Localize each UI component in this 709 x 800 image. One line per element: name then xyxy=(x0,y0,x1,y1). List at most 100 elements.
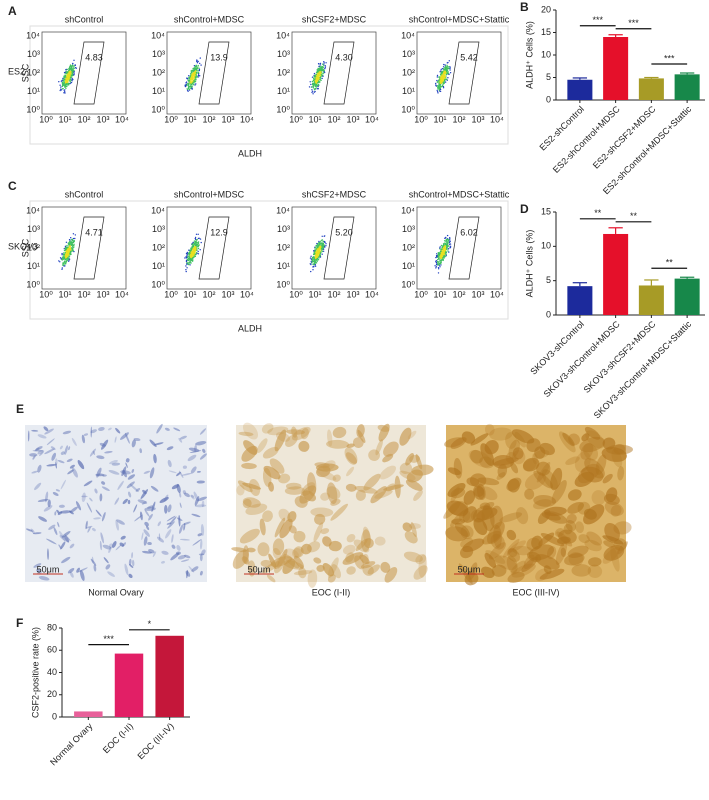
event-dot xyxy=(188,256,191,258)
caption: EOC (I-II) xyxy=(312,587,351,597)
event-dot xyxy=(320,249,322,251)
tissue-texture xyxy=(506,529,517,541)
event-dot xyxy=(312,93,314,95)
event-dot xyxy=(190,254,193,256)
event-dot xyxy=(320,240,322,242)
event-dot xyxy=(324,246,326,248)
event-dot xyxy=(65,85,68,88)
event-dot xyxy=(446,234,449,237)
panel-label: F xyxy=(16,616,23,630)
event-dot xyxy=(189,74,192,77)
tissue-texture xyxy=(133,504,138,513)
event-dot xyxy=(63,252,65,254)
event-dot xyxy=(190,76,193,78)
event-dot xyxy=(319,245,321,247)
tissue-texture xyxy=(384,567,398,583)
tissue-texture xyxy=(313,522,324,542)
y-axis-label: ALDH⁺ Cells (%) xyxy=(524,230,534,298)
event-dot xyxy=(316,79,319,82)
x-tick-label: 10⁰ xyxy=(289,114,303,124)
event-dot xyxy=(70,249,72,251)
tissue-texture xyxy=(157,521,162,527)
x-tick-label: 10² xyxy=(327,114,340,124)
tissue-texture xyxy=(57,511,63,516)
event-dot xyxy=(321,77,323,80)
event-dot xyxy=(317,67,319,70)
tissue-texture xyxy=(307,472,317,496)
event-dot xyxy=(322,242,324,244)
y-tick-label: 10³ xyxy=(152,49,165,59)
event-dot xyxy=(443,72,445,74)
tissue-texture xyxy=(562,432,575,447)
event-dot xyxy=(442,87,445,89)
tissue-texture xyxy=(479,456,495,469)
event-dot xyxy=(313,250,315,252)
event-dot xyxy=(197,250,199,253)
x-tick-label: 10¹ xyxy=(183,289,196,299)
event-dot xyxy=(61,254,63,256)
event-dot xyxy=(440,250,442,252)
y-tick-label: 10⁴ xyxy=(276,205,290,215)
event-dot xyxy=(441,255,443,258)
event-dot xyxy=(438,78,441,80)
tissue-texture xyxy=(115,427,121,434)
event-dot xyxy=(196,59,198,61)
tissue-texture xyxy=(81,495,88,498)
event-dot xyxy=(317,248,319,250)
event-dot xyxy=(196,72,198,74)
event-dot xyxy=(191,247,193,250)
tissue-texture xyxy=(101,481,106,485)
tissue-texture xyxy=(108,546,112,554)
tissue-texture xyxy=(59,445,63,450)
tissue-texture xyxy=(103,557,109,564)
tissue-texture xyxy=(464,572,479,586)
event-dot xyxy=(325,243,327,245)
event-dot xyxy=(313,72,316,75)
event-dot xyxy=(185,81,188,83)
event-dot xyxy=(68,75,70,77)
event-dot xyxy=(449,245,452,247)
tissue-texture xyxy=(482,502,495,510)
tissue-texture xyxy=(161,560,165,564)
event-dot xyxy=(65,83,67,85)
tissue-texture xyxy=(178,515,181,527)
event-dot xyxy=(446,65,449,68)
y-tick-label: 10¹ xyxy=(277,261,290,271)
tissue-texture xyxy=(355,538,368,551)
event-dot xyxy=(438,258,441,260)
bar xyxy=(674,278,700,315)
tissue-texture xyxy=(144,521,149,527)
tissue-texture xyxy=(99,540,102,551)
event-dot xyxy=(311,80,314,83)
tissue-texture xyxy=(77,460,85,470)
event-dot xyxy=(69,241,71,243)
y-tick-label: 10² xyxy=(277,242,290,252)
y-tick-label: 10² xyxy=(27,242,40,252)
tissue-texture xyxy=(491,564,507,577)
tissue-texture xyxy=(274,517,286,538)
event-dot xyxy=(312,78,315,80)
event-dot xyxy=(61,79,63,82)
tissue-texture xyxy=(327,429,333,447)
event-dot xyxy=(435,255,438,257)
x-tick-label: 10¹ xyxy=(308,289,321,299)
event-dot xyxy=(193,65,196,67)
tissue-texture xyxy=(60,541,66,550)
tissue-texture xyxy=(507,478,520,493)
event-dot xyxy=(440,81,443,83)
event-dot xyxy=(68,260,70,262)
y-tick-label: 15 xyxy=(541,27,551,37)
event-dot xyxy=(436,76,438,78)
event-dot xyxy=(320,74,323,76)
tissue-texture xyxy=(368,449,380,461)
tissue-texture xyxy=(524,472,546,490)
event-dot xyxy=(434,265,436,267)
tissue-texture xyxy=(300,543,312,555)
event-dot xyxy=(324,235,326,237)
tissue-texture xyxy=(496,472,506,480)
tissue-texture xyxy=(481,505,495,532)
event-dot xyxy=(188,75,190,77)
plot-frame xyxy=(41,206,127,290)
event-dot xyxy=(192,249,194,251)
event-dot xyxy=(67,79,69,81)
